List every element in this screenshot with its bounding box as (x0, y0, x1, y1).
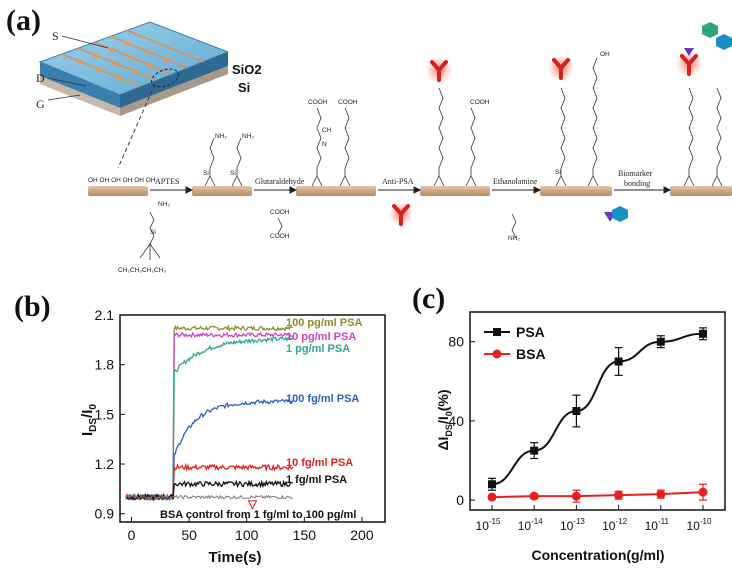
panel-c-bsa-point (698, 487, 708, 497)
panel-c-psa-curve (491, 332, 704, 486)
panel-c-ylabel: ΔIDS/I0(%) (435, 389, 454, 450)
panel-c-ytick-label: 0 (456, 492, 464, 508)
panel-c-psa-point (488, 480, 496, 489)
step-anti-psa: Anti-PSA (382, 177, 414, 186)
cooh-reagent: COOH (270, 209, 290, 216)
panel-b-xlabel: Time(s) (208, 549, 261, 566)
panel-b-ytick-label: 1.5 (95, 406, 115, 422)
si-aptes: Si (150, 229, 156, 236)
panel-b-series-line (125, 331, 293, 501)
svg-text:ΔIDS/I0(%): ΔIDS/I0(%) (435, 389, 454, 450)
panel-c-bsa-point (614, 490, 624, 500)
panel-c-legend-label: BSA (516, 346, 546, 362)
panel-b-label: (b) (14, 290, 51, 323)
si-2: Si (230, 170, 236, 177)
silane-anchors (204, 57, 723, 187)
panel-c-frame (469, 311, 726, 511)
panel-c-bsa-point (529, 491, 539, 501)
chip-label-d: D (36, 71, 45, 85)
panel-b-ylabel: IDS/I0 (79, 404, 99, 436)
panel-b-series-label: 10 pg/ml PSA (286, 331, 356, 343)
biomarker-shapes (604, 22, 732, 222)
step-ethanolamine: Ethanolamine (493, 177, 538, 186)
step-biomarker: Biomarker (618, 169, 653, 178)
panel-c-xtick-label: 10-12 (602, 517, 627, 533)
oh-1: OH (600, 51, 610, 58)
chip-label-g: G (36, 97, 45, 111)
sensor-chip: S D G SiO2 Si (36, 21, 262, 169)
ch-1: CH (322, 127, 332, 134)
panel-b-xtick-label: 50 (181, 527, 197, 543)
panel-b-series-line (125, 398, 294, 502)
panel-c-legend-marker (492, 349, 502, 359)
panel-c-bsa-point (656, 489, 666, 499)
panel-c-psa-point (614, 357, 623, 366)
chip-label-sio2: SiO2 (232, 62, 262, 77)
panel-b-series-line (125, 462, 294, 502)
panel-b-xtick-label: 0 (128, 527, 136, 543)
panel-b-ytick-label: 1.2 (95, 456, 115, 472)
antibody-icons (389, 48, 702, 226)
panel-b-ytick-label: 0.9 (95, 506, 115, 522)
panel-c-bsa-line (491, 491, 704, 499)
step-aptes: APTES (155, 177, 179, 186)
panel-b-ytick-label: 2.1 (95, 307, 115, 323)
panel-b-series-label: 1 pg/ml PSA (286, 343, 350, 355)
panel-a-label: (a) (6, 4, 41, 37)
cooh-2: COOH (338, 99, 358, 106)
nh2-2: NH₂ (242, 133, 254, 140)
panel-c-psa-point (572, 407, 581, 415)
panel-b-series-label: 1 fg/ml PSA (286, 474, 347, 486)
panel-b-series-label: 100 pg/ml PSA (286, 317, 362, 329)
panel-c-xtick-label: 10-15 (476, 517, 501, 533)
cooh-reagent-2: COOH (270, 233, 290, 240)
si-label-b: Si (555, 169, 561, 176)
panel-c-bsa-point (487, 492, 497, 502)
chip-label-si: Si (238, 80, 250, 95)
svg-text:IDS/I0: IDS/I0 (79, 404, 99, 436)
panel-c-legend-label: PSA (516, 324, 545, 340)
panel-c-xtick-label: 10-13 (560, 517, 585, 533)
panel-b-series-label: 10 fg/ml PSA (286, 457, 353, 469)
cooh-3: COOH (470, 99, 490, 106)
nh2-aptes: NH₂ (158, 201, 170, 208)
panel-c-xtick-label: 10-14 (518, 517, 543, 533)
step-bonding: bonding (624, 179, 650, 188)
panel-b-xtick-label: 100 (235, 527, 259, 543)
panel-c-psa-point (699, 329, 707, 338)
panel-c-psa-point (656, 337, 665, 346)
panel-b-series-line (125, 324, 294, 502)
panel-b-series-line (125, 336, 294, 502)
panel-c-ytick-label: 40 (448, 413, 464, 429)
panel-c-bsa-point (571, 491, 581, 501)
si-1: Si (203, 170, 209, 177)
oh-row-label: OH OH OH OH OH OH (88, 177, 156, 184)
panel-b-series-label: 100 fg/ml PSA (286, 393, 359, 405)
chip-label-s: S (52, 29, 59, 43)
panel-c-label: (c) (412, 282, 446, 315)
panel-c-xtick-label: 10-10 (687, 517, 712, 533)
nh2-reagent: NH₂ (508, 235, 520, 242)
panel-b-marker (247, 500, 258, 510)
panel-c-xlabel: Concentration(g/ml) (532, 547, 665, 563)
panel-b-xtick-label: 150 (293, 527, 317, 543)
panel-c-psa-point (530, 446, 539, 455)
cooh-1: COOH (308, 99, 328, 106)
nh2-1: NH₂ (215, 133, 227, 140)
panel-c-legend-marker (493, 328, 501, 336)
reaction-arrows (150, 186, 672, 194)
panel-b-note: BSA control from 1 fg/ml to 100 pg/ml (160, 509, 356, 521)
substrate-row (88, 186, 732, 196)
panel-b-ytick-label: 1.8 (95, 357, 115, 373)
panel-b-frame (119, 314, 386, 523)
panel-c-xtick-label: 10-11 (645, 517, 670, 533)
panel-b-xtick-label: 200 (350, 527, 374, 543)
ethyls-aptes: CH₂CH₃CH₂CH₃ (118, 267, 166, 274)
panel-b-bsa-line (125, 494, 293, 500)
panel-c-ytick-label: 80 (448, 334, 464, 350)
step-glutaraldehyde: Glutaraldehyde (255, 177, 305, 186)
n-1: N (322, 141, 327, 148)
panel-a-schematic: S D G SiO2 Si OH OH OH OH OH OH APTES Gl… (36, 21, 732, 274)
panel-b-series-line (125, 479, 293, 502)
